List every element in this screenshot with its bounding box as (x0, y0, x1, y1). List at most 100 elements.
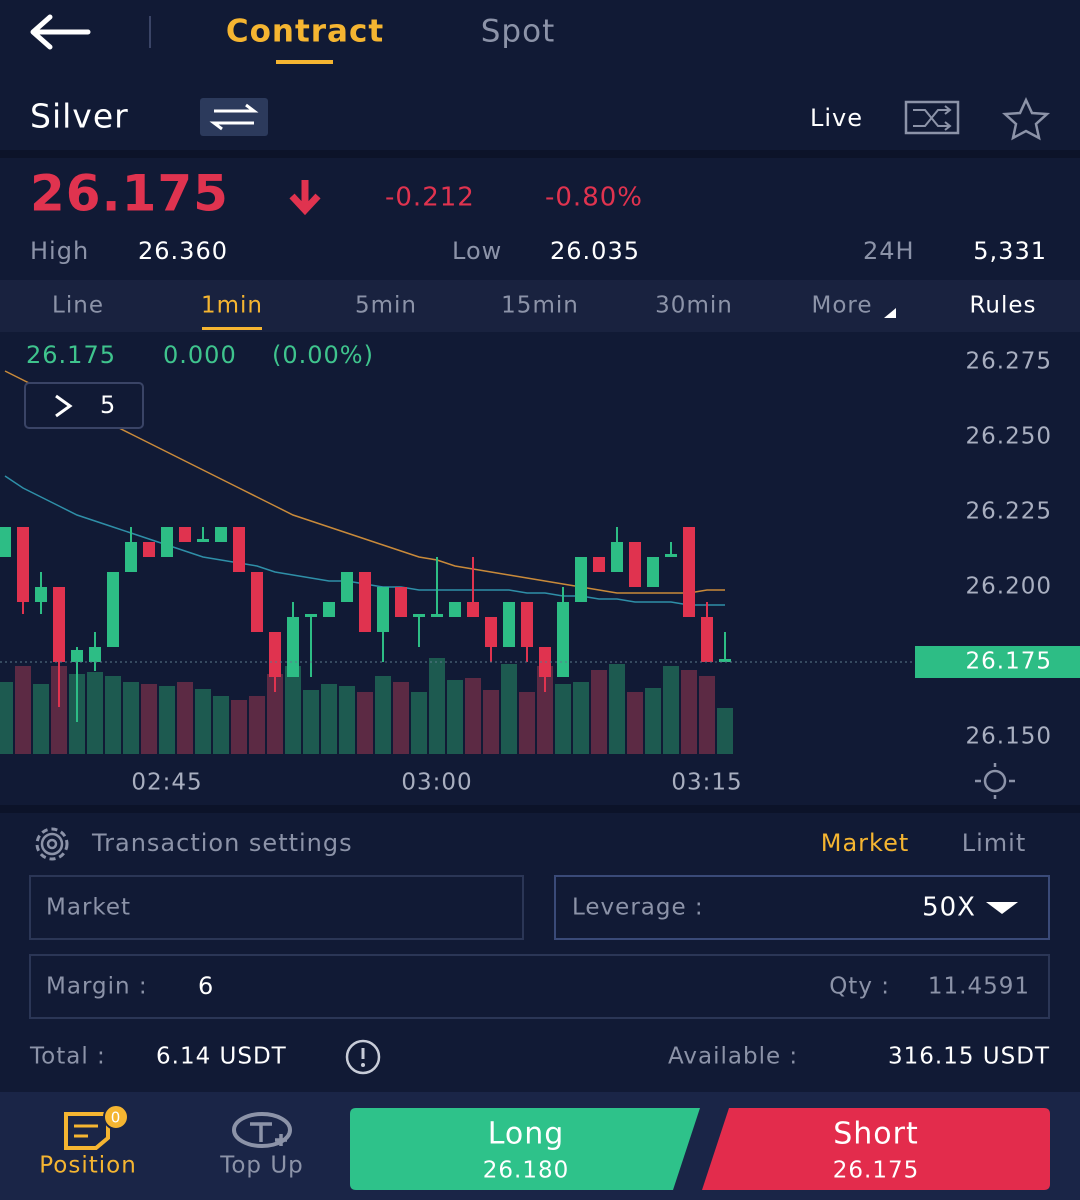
position-button[interactable]: 0 Position (39, 1104, 137, 1179)
indicator-toggle[interactable]: 5 (24, 382, 144, 429)
y-tick-label: 26.200 (966, 574, 1052, 600)
swap-button[interactable] (200, 98, 268, 136)
volume-bar (717, 708, 733, 754)
long-bg (350, 1108, 700, 1190)
margin-box[interactable] (29, 954, 1050, 1019)
swap-bg (200, 98, 268, 136)
timeframe[interactable]: 5min (355, 293, 417, 319)
volume-bar (663, 666, 679, 754)
volume-bar (519, 692, 535, 754)
rules-link[interactable]: Rules (969, 293, 1036, 319)
brightness-icon[interactable] (975, 763, 1015, 799)
volume-label: 24H (863, 237, 915, 265)
candle-body (287, 617, 299, 677)
short-bg (702, 1108, 1050, 1190)
leverage-label: Leverage : (572, 895, 704, 921)
y-tick-label: 26.225 (966, 499, 1052, 525)
leverage-box[interactable] (554, 875, 1050, 940)
volume-bar (627, 692, 643, 754)
favorite-star[interactable] (1001, 97, 1051, 141)
volume-bar (555, 684, 571, 754)
timeframe-more[interactable]: More (811, 293, 872, 319)
qty-label: Qty : (829, 974, 890, 1000)
back-arrow (30, 14, 91, 50)
last-price-tag (915, 646, 1080, 678)
high-value: 26.360 (138, 237, 228, 265)
indicator-count: 5 (100, 391, 116, 419)
candle-body (197, 539, 209, 542)
volume-bar (267, 674, 283, 754)
candle-body (233, 527, 245, 572)
candle-body (89, 647, 101, 662)
volume-bar (231, 700, 247, 754)
candle-body (17, 527, 29, 602)
tab-contract[interactable]: Contract (226, 14, 384, 50)
top-up-glyph (250, 1122, 287, 1146)
timeframe[interactable]: 30min (655, 293, 733, 319)
volume-bar (51, 666, 67, 754)
high-label: High (30, 237, 89, 265)
short-button[interactable]: Short 26.175 (702, 1108, 1050, 1190)
gear-icon (35, 827, 69, 861)
gear-teeth (35, 827, 69, 861)
candle-body (431, 614, 443, 617)
volume-bar (0, 682, 13, 754)
candle-body (215, 527, 227, 542)
info-icon[interactable] (345, 1039, 381, 1075)
long-button[interactable]: Long 26.180 (350, 1108, 700, 1190)
timeframe-bar (0, 280, 1080, 332)
volume-bar (339, 686, 355, 754)
volume-bar (105, 676, 121, 754)
back-button[interactable] (30, 14, 91, 50)
candle-body (377, 587, 389, 632)
candlestick-chart (0, 370, 733, 754)
volume-bar (15, 666, 31, 754)
total-value: 6.14 USDT (156, 1044, 287, 1070)
shuffle-icon (913, 105, 952, 131)
candle-body (0, 527, 11, 557)
candle-body (107, 572, 119, 647)
volume-bar (159, 686, 175, 754)
badge-count: 0 (111, 1109, 122, 1127)
order-input-box[interactable] (29, 875, 524, 940)
position-lines (74, 1124, 98, 1138)
timeframe-active[interactable]: 1min (201, 293, 263, 319)
order-type-active[interactable]: Market (821, 829, 910, 857)
volume-bar (141, 684, 157, 754)
short-price: 26.175 (833, 1158, 919, 1184)
shuffle-button[interactable] (904, 100, 960, 135)
settings-title: Transaction settings (91, 829, 353, 857)
candle-body (701, 617, 713, 662)
sun-rays (975, 763, 1015, 799)
qty-value: 11.4591 (928, 974, 1030, 1000)
y-tick-label: 26.250 (966, 424, 1052, 450)
badge (103, 1104, 129, 1130)
candle-body (647, 557, 659, 587)
candle-body (521, 602, 533, 647)
volume-bar (285, 666, 301, 754)
gear-ring (40, 832, 64, 856)
order-type[interactable]: Limit (962, 829, 1027, 857)
candle-body (341, 572, 353, 602)
candle-body (593, 557, 605, 572)
moving-average (4, 370, 725, 594)
tab-underline (276, 60, 333, 64)
total-label: Total : (29, 1044, 106, 1070)
timeframe[interactable]: 15min (501, 293, 579, 319)
position-icon (64, 1112, 110, 1150)
overlay-price: 26.175 (26, 341, 116, 369)
available-value: 316.15 USDT (888, 1044, 1050, 1070)
top-up-button[interactable]: Top Up (219, 1112, 304, 1179)
candle-body (269, 632, 281, 677)
separator (0, 805, 1080, 813)
info-circle (345, 1039, 381, 1075)
volume-bar (447, 680, 463, 754)
volume-bar (249, 696, 265, 754)
timeframe[interactable]: Line (52, 293, 104, 319)
tab-spot[interactable]: Spot (481, 14, 555, 50)
swap-icon (209, 103, 259, 131)
short-label: Short (833, 1117, 919, 1152)
candle-body (305, 614, 317, 617)
price-change: -0.212 (385, 183, 475, 213)
